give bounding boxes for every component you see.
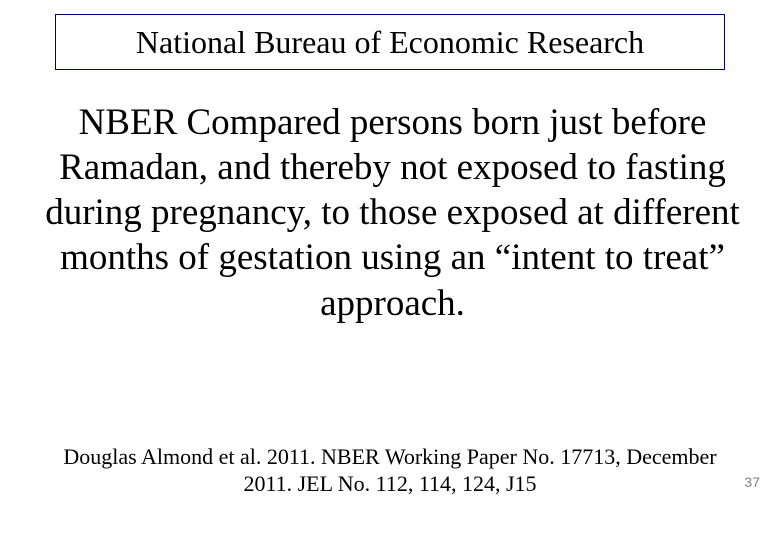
page-number: 37 [744,474,760,490]
slide-title: National Bureau of Economic Research [136,24,644,61]
slide-citation: Douglas Almond et al. 2011. NBER Working… [60,444,720,497]
title-box: National Bureau of Economic Research [55,14,725,70]
slide-body: NBER Compared persons born just before R… [15,100,770,326]
